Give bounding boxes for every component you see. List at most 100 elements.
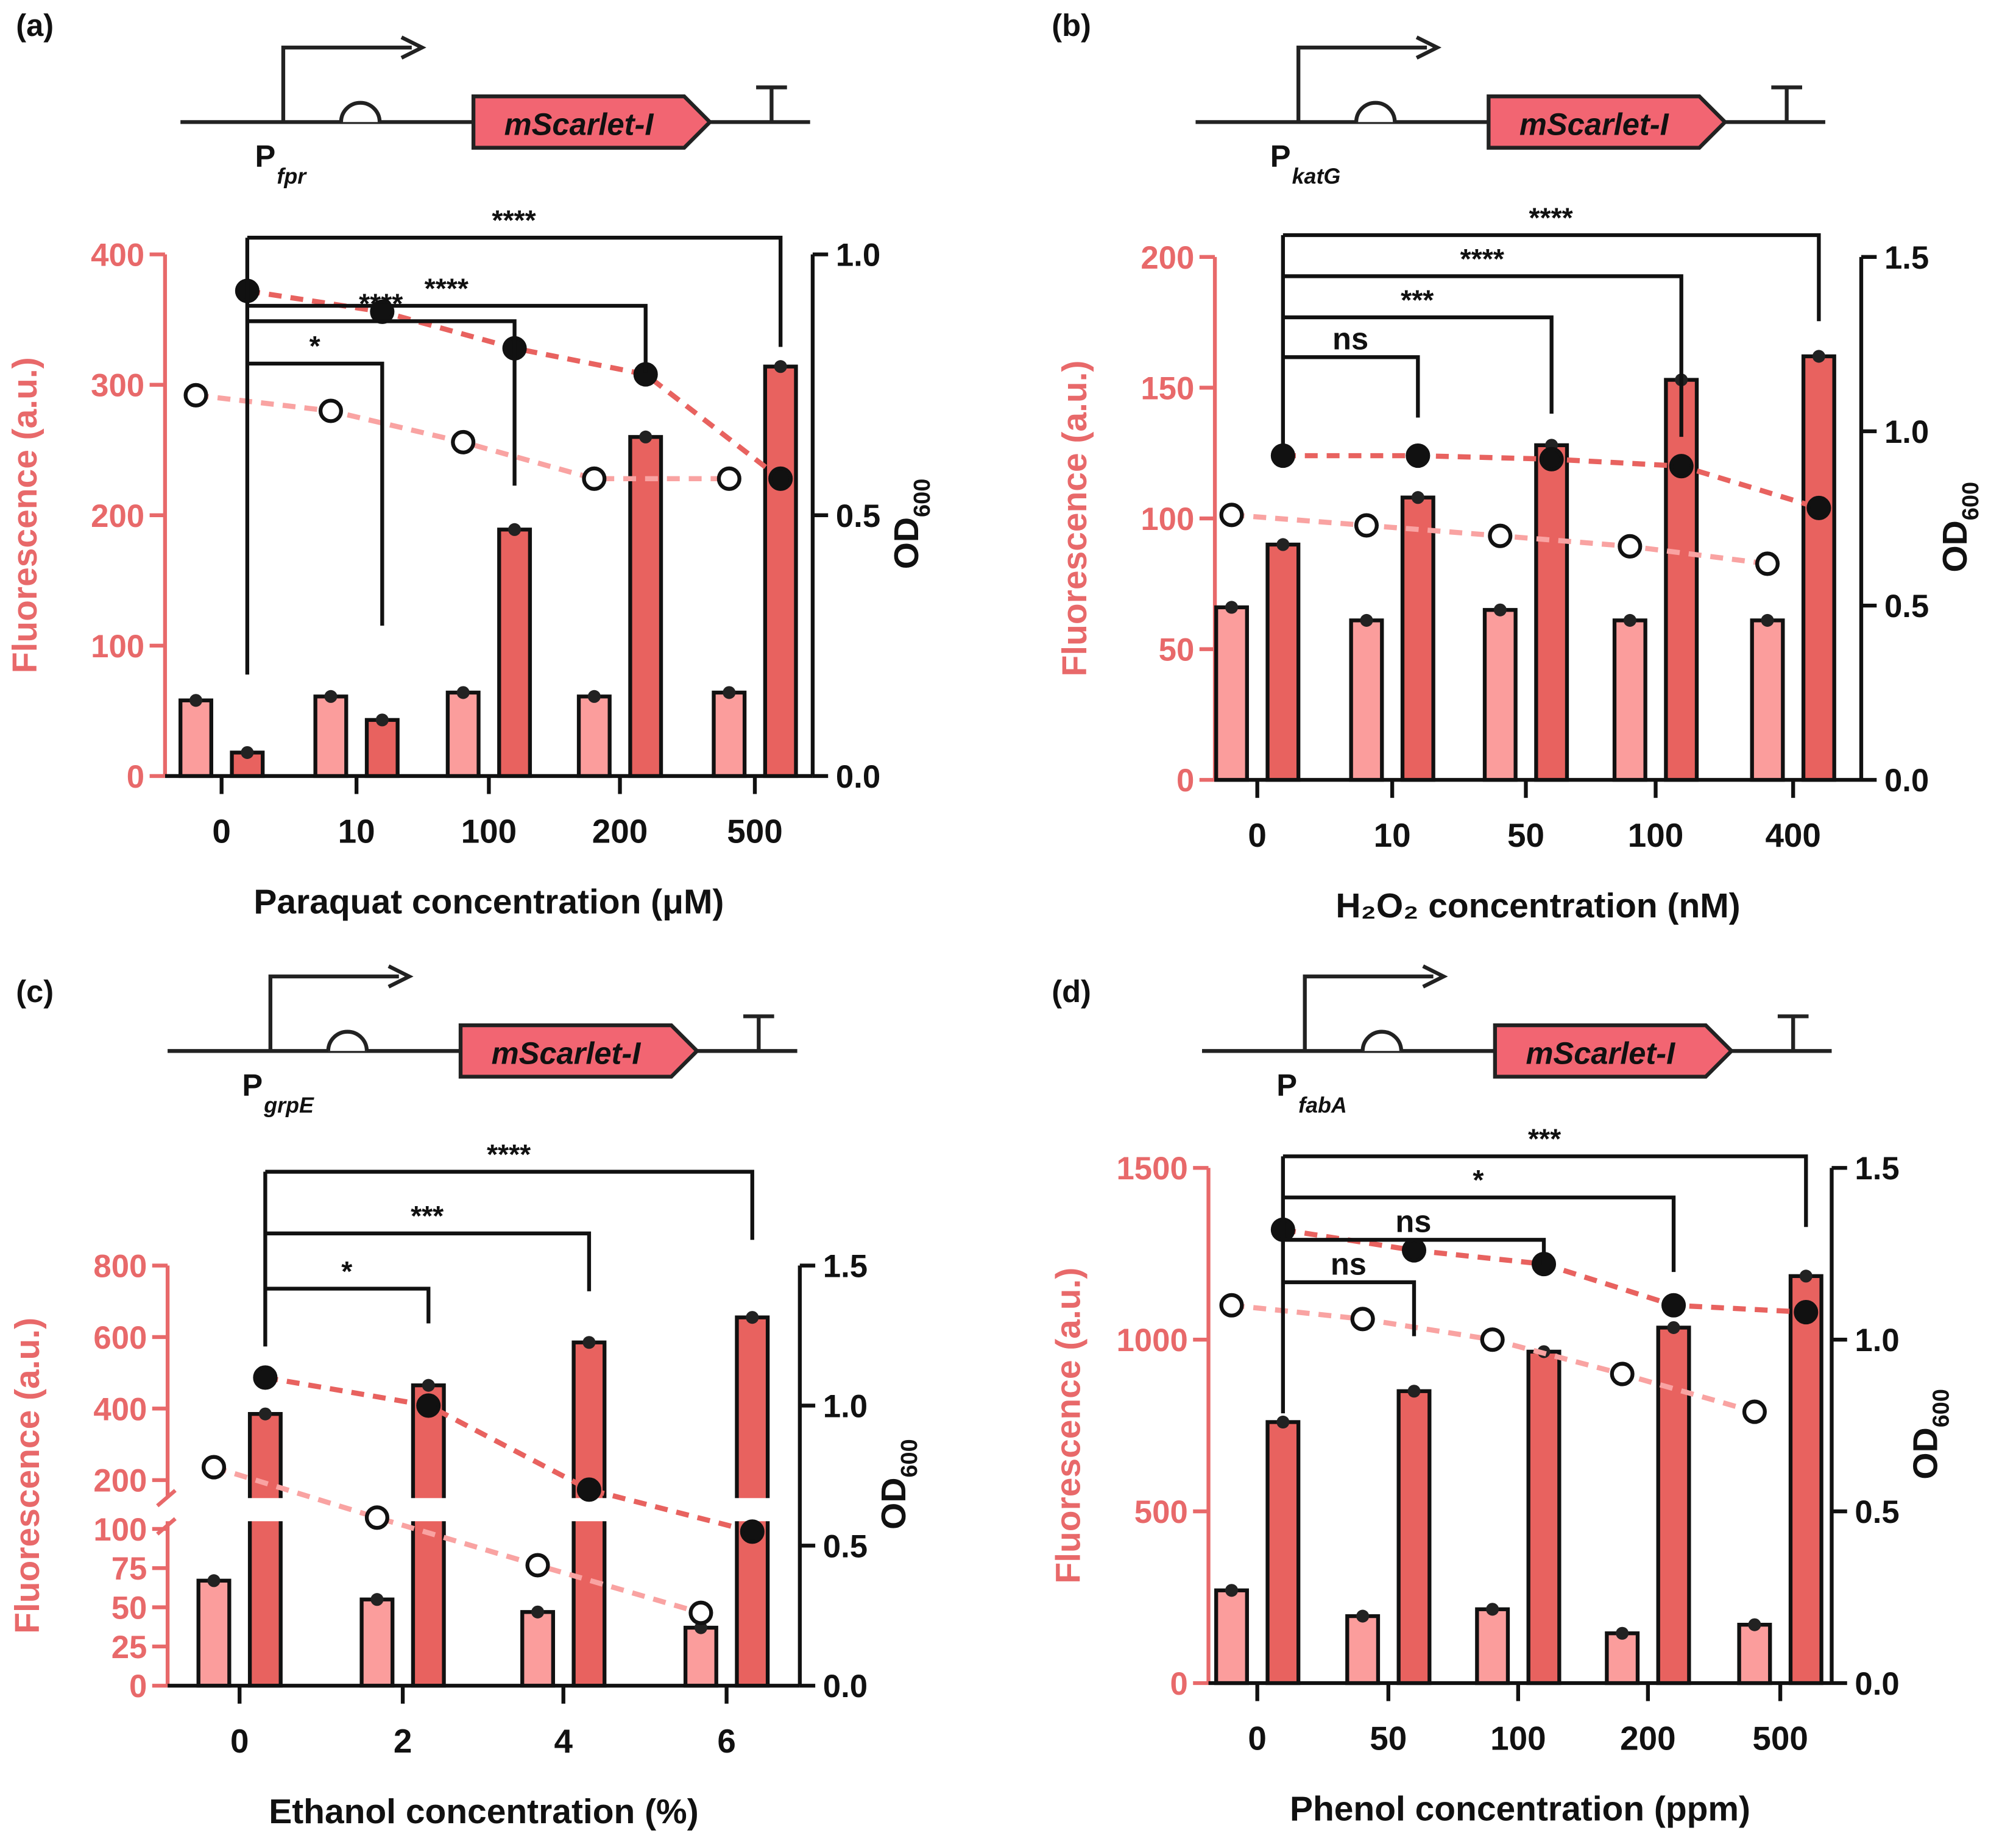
bar-induced bbox=[1396, 1389, 1432, 1686]
y-tick-label-right: 0.0 bbox=[1855, 1666, 1899, 1702]
replicate-point bbox=[1356, 1609, 1370, 1623]
replicate-point bbox=[189, 694, 203, 707]
bar-control bbox=[1349, 618, 1384, 782]
bar-break-gap bbox=[733, 1498, 772, 1522]
promoter-subscript: grpE bbox=[263, 1093, 314, 1118]
x-tick-label: 0 bbox=[230, 1722, 249, 1760]
gene-name: mScarlet-I bbox=[1519, 107, 1669, 141]
gene-cds-shape bbox=[458, 1023, 700, 1079]
od-point-induced bbox=[1539, 447, 1564, 471]
bar-break-gap bbox=[409, 1498, 448, 1522]
bar-break-gap bbox=[570, 1498, 609, 1522]
promoter-arrow-icon bbox=[1296, 45, 1427, 122]
od-point-control bbox=[688, 1600, 713, 1625]
rbs-icon bbox=[1360, 1029, 1404, 1051]
y-tick-label-left: 50 bbox=[1159, 632, 1195, 668]
significance-label: * bbox=[309, 330, 321, 362]
bar-induced bbox=[497, 528, 532, 779]
significance-label: *** bbox=[1401, 284, 1434, 316]
x-tick-label: 10 bbox=[338, 813, 375, 850]
od-point-induced bbox=[1661, 1293, 1686, 1318]
replicate-point bbox=[1411, 491, 1424, 504]
od-point-control bbox=[1350, 1307, 1375, 1332]
y-tick-label-left: 0 bbox=[129, 1668, 147, 1704]
terminator-icon bbox=[756, 85, 787, 122]
significance-label: ns bbox=[1332, 322, 1368, 356]
replicate-point bbox=[1812, 350, 1825, 363]
significance-bracket bbox=[1282, 1280, 1417, 1336]
arrowhead-icon bbox=[1422, 964, 1448, 989]
promoter-label: P bbox=[255, 139, 276, 174]
promoter-subscript: fpr bbox=[277, 164, 307, 189]
significance-bracket bbox=[1282, 315, 1554, 414]
replicate-point bbox=[1623, 613, 1636, 627]
bar-control bbox=[445, 690, 481, 779]
axis-break-mark bbox=[156, 1517, 177, 1536]
significance-label: * bbox=[1473, 1164, 1484, 1196]
replicate-point bbox=[1667, 1321, 1680, 1334]
x-tick-label: 100 bbox=[1490, 1720, 1546, 1757]
replicate-point bbox=[774, 360, 787, 373]
y-tick-label-left: 300 bbox=[91, 368, 144, 404]
bar-control bbox=[1214, 1588, 1249, 1686]
y-tick-label-right: 0.5 bbox=[1884, 588, 1929, 624]
replicate-point bbox=[1616, 1626, 1629, 1640]
significance-label: * bbox=[341, 1255, 353, 1287]
y-tick-label-left: 200 bbox=[1141, 240, 1194, 276]
x-tick-label: 400 bbox=[1765, 816, 1820, 854]
replicate-point bbox=[639, 430, 653, 443]
bar-control bbox=[712, 690, 747, 779]
significance-bracket bbox=[265, 1170, 754, 1240]
od-point-induced bbox=[416, 1393, 441, 1418]
y-tick-label-left: 50 bbox=[111, 1591, 147, 1626]
bar-control bbox=[576, 694, 612, 779]
terminator-icon bbox=[743, 1014, 774, 1051]
bar-control bbox=[1345, 1614, 1381, 1686]
significance-label: **** bbox=[487, 1139, 531, 1170]
gene-name: mScarlet-I bbox=[492, 1036, 642, 1070]
x-tick-label: 0 bbox=[212, 813, 231, 850]
y-tick-label-right: 1.0 bbox=[1884, 414, 1929, 450]
x-tick-label: 200 bbox=[1620, 1720, 1675, 1757]
replicate-point bbox=[1276, 538, 1290, 551]
y-tick-label-left: 150 bbox=[1141, 370, 1194, 406]
y-tick-label-right: 1.0 bbox=[823, 1388, 868, 1424]
bar-induced bbox=[1534, 443, 1569, 782]
y-axis-title-right: OD600 bbox=[887, 479, 935, 570]
bar-induced bbox=[1664, 378, 1699, 782]
od-point-control bbox=[1219, 503, 1244, 528]
bar-induced bbox=[763, 364, 798, 779]
od-subscript: 600 bbox=[910, 479, 935, 517]
significance-bracket bbox=[1282, 355, 1420, 418]
bar-control bbox=[1612, 618, 1647, 782]
significance-label: **** bbox=[492, 205, 536, 236]
significance-label: ns bbox=[1331, 1246, 1367, 1281]
od-subscript: 600 bbox=[1928, 1389, 1954, 1427]
od-point-induced bbox=[253, 1365, 278, 1390]
y-tick-label-right: 0.5 bbox=[823, 1528, 868, 1564]
y-axis-title-right: OD600 bbox=[1936, 482, 1984, 573]
y-tick-label-left: 0 bbox=[127, 759, 144, 795]
y-tick-label-right: 1.5 bbox=[1884, 240, 1929, 276]
replicate-point bbox=[422, 1379, 435, 1392]
replicate-point bbox=[582, 1336, 596, 1349]
od-line-induced bbox=[264, 1375, 753, 1534]
terminator-icon bbox=[1771, 85, 1802, 122]
od-label: OD bbox=[1936, 520, 1975, 572]
bar-induced bbox=[1788, 1274, 1823, 1686]
panel-label: (a) bbox=[16, 8, 54, 43]
significance-bracket bbox=[247, 319, 517, 486]
bar-control bbox=[1475, 1607, 1510, 1686]
gene-name: mScarlet-I bbox=[1526, 1036, 1675, 1070]
x-tick-label: 10 bbox=[1374, 816, 1411, 854]
significance-bracket bbox=[1282, 274, 1683, 437]
promoter-subscript: katG bbox=[1292, 164, 1341, 189]
y-tick-label-left: 1000 bbox=[1117, 1322, 1188, 1358]
arrowhead-icon bbox=[1415, 35, 1442, 60]
y-axis-title-right: OD600 bbox=[874, 1439, 922, 1530]
replicate-point bbox=[258, 1407, 272, 1421]
panel-label: (b) bbox=[1052, 8, 1091, 43]
y-tick-label-left: 600 bbox=[93, 1320, 147, 1356]
